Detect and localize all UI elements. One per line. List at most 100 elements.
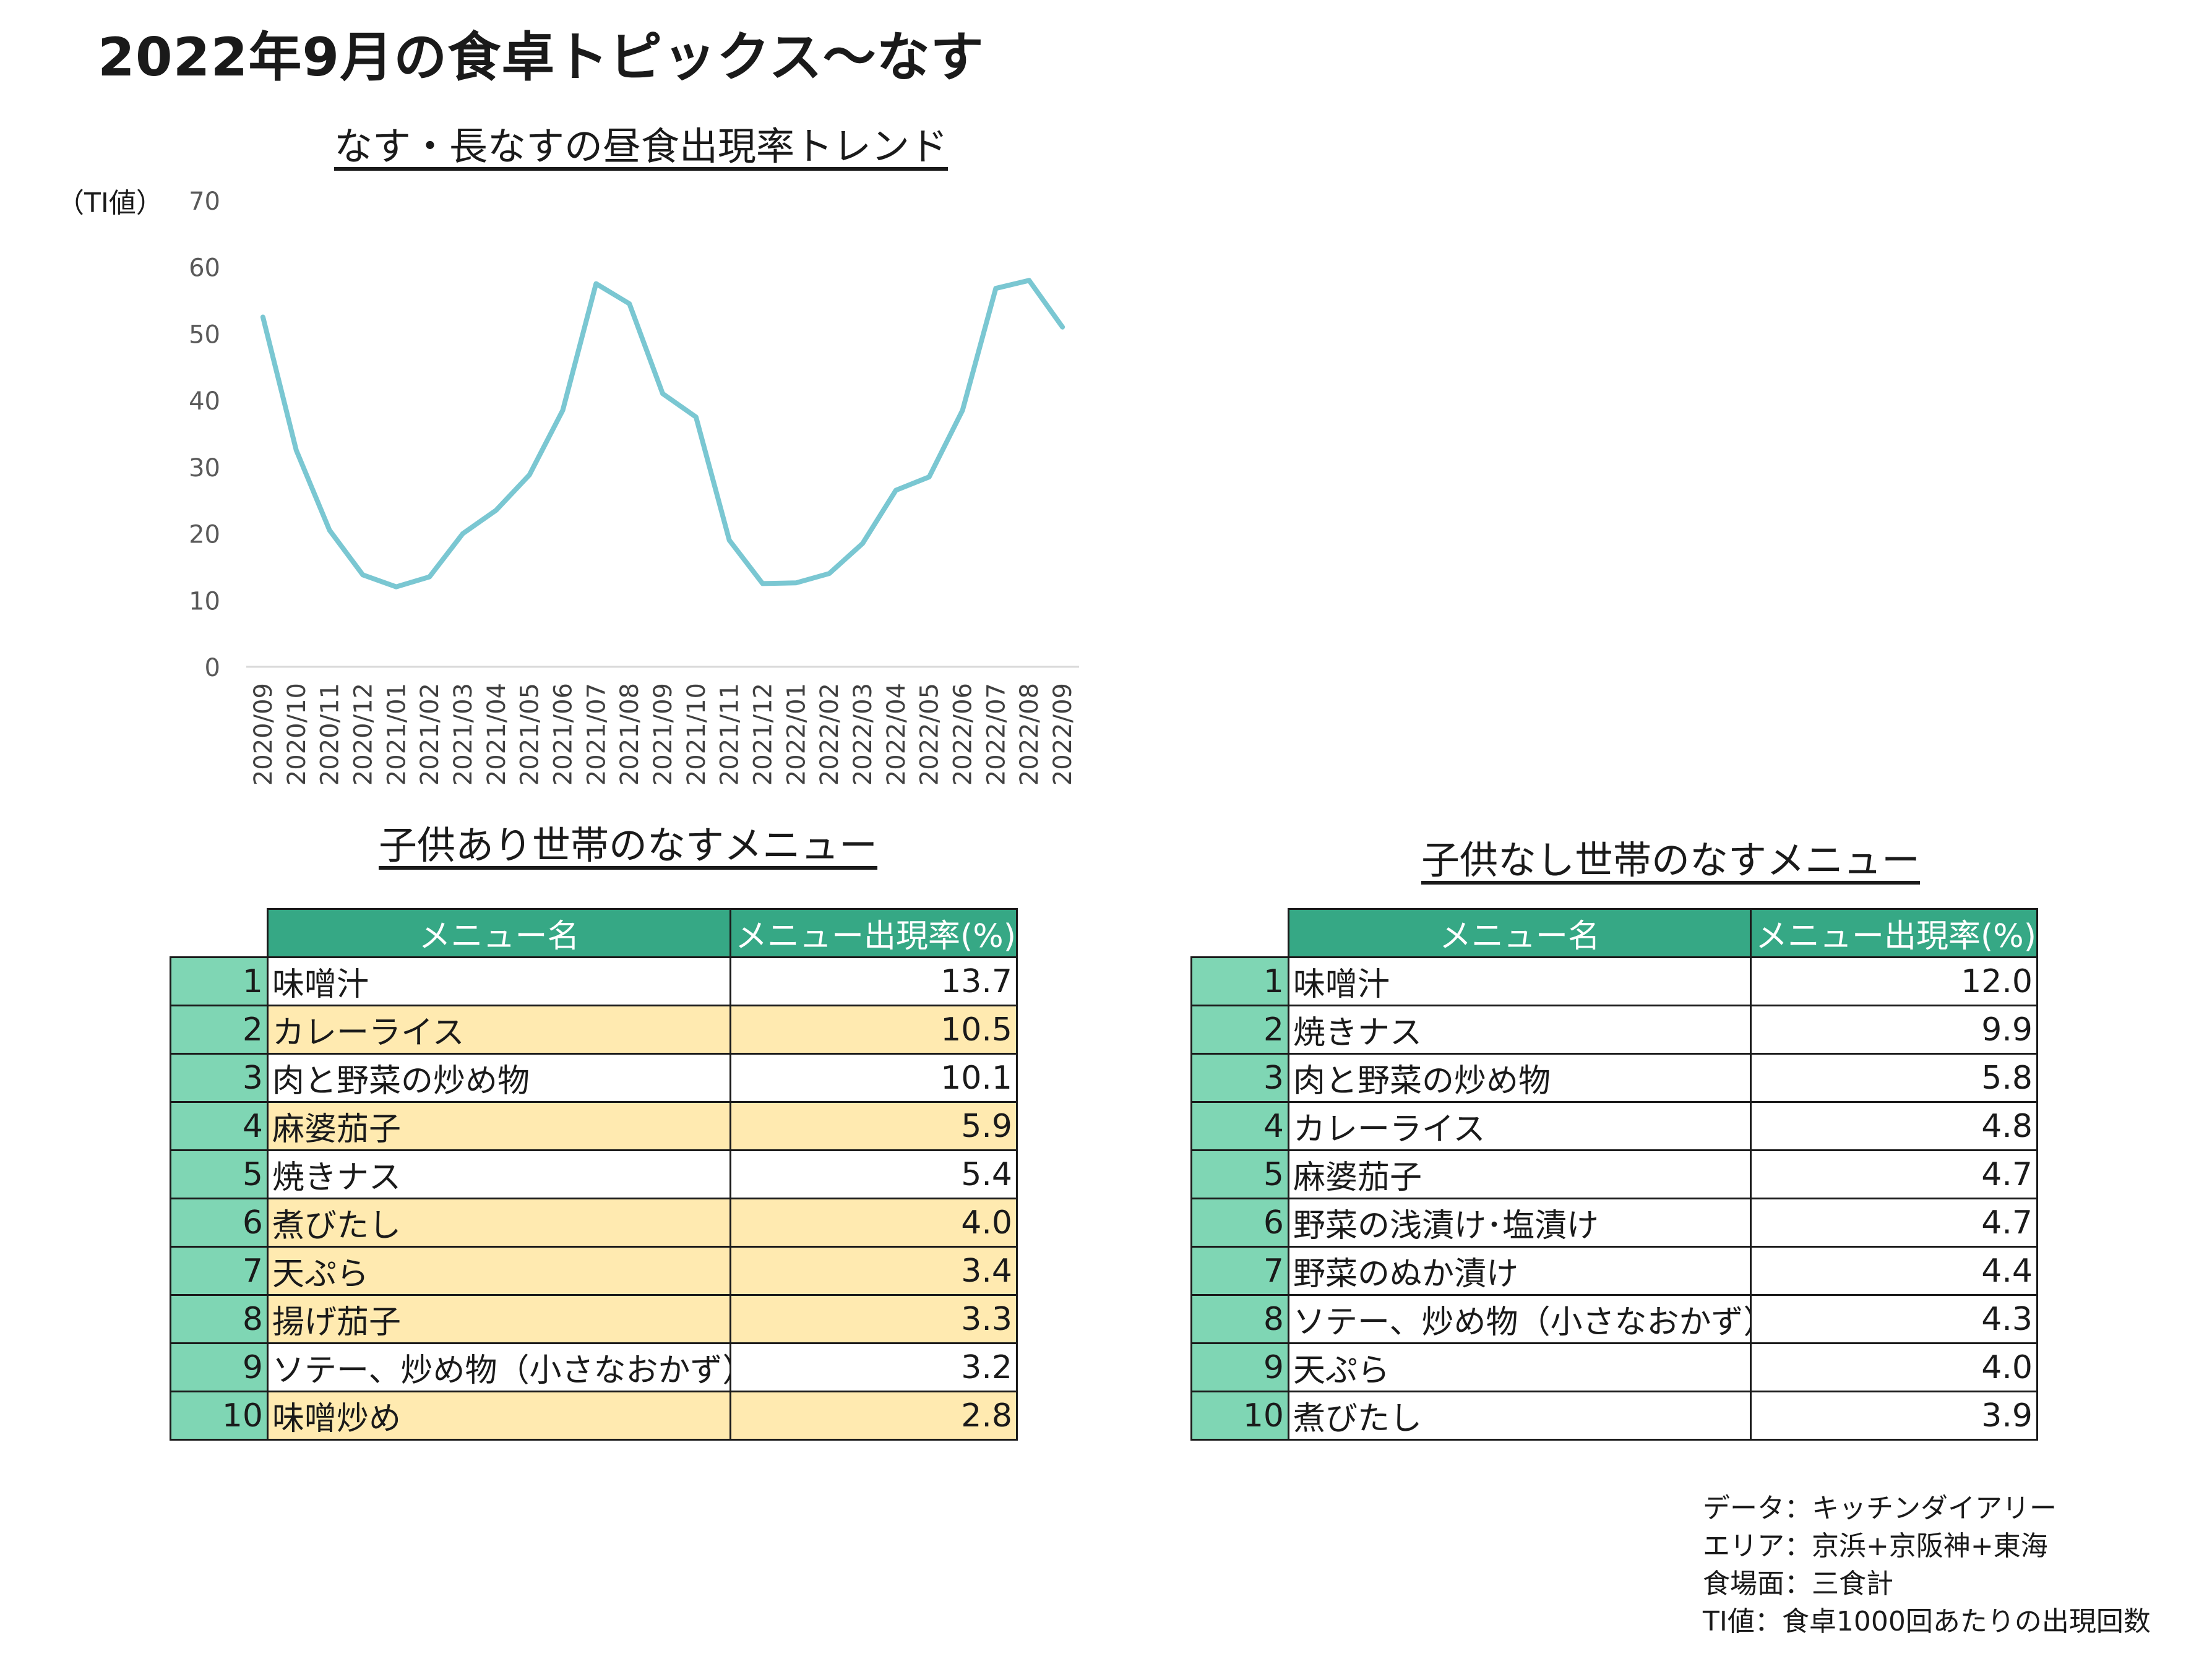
y-tick-label: 10 xyxy=(189,587,220,615)
rate-cell: 10.1 xyxy=(729,1053,1018,1103)
rank-cell: 9 xyxy=(1190,1342,1289,1392)
menu-name-cell: 揚げ茄子 xyxy=(267,1294,731,1344)
x-tick-label: 2020/12 xyxy=(349,683,377,786)
x-tick-label: 2022/04 xyxy=(882,683,911,786)
table-title-without-children: 子供なし世帯のなすメニュー xyxy=(1421,838,1921,883)
menu-name-cell: 麻婆茄子 xyxy=(267,1101,731,1151)
rate-cell: 3.4 xyxy=(729,1246,1018,1296)
column-header-rate: メニュー出現率(%) xyxy=(1750,908,2038,958)
rank-cell: 1 xyxy=(1190,956,1289,1006)
table-row: 10 煮びたし 3.9 xyxy=(1190,1391,2038,1441)
menu-name-cell: カレーライス xyxy=(1288,1101,1752,1151)
trend-line-chart: 0 10 20 30 40 50 60 70 2020/09 2020/10 2020/11 2020… xyxy=(189,187,1079,786)
y-tick-label: 50 xyxy=(189,320,220,349)
x-tick-label: 2021/07 xyxy=(582,683,611,786)
data-point xyxy=(494,508,497,512)
y-axis-unit-label: （TI値） xyxy=(57,187,163,219)
x-tick-label: 2021/12 xyxy=(749,683,778,786)
x-tick-label: 2022/07 xyxy=(982,683,1010,786)
table-row: 8 揚げ茄子 3.3 xyxy=(170,1294,1018,1344)
menu-name-cell: 野菜の浅漬け･塩漬け xyxy=(1288,1198,1752,1248)
table-row: 10 味噌炒め 2.8 xyxy=(170,1391,1018,1441)
table-row: 1 味噌汁 13.7 xyxy=(170,956,1018,1006)
header-blank-cell xyxy=(170,909,268,958)
rank-cell: 7 xyxy=(1190,1246,1289,1296)
x-tick-label: 2020/10 xyxy=(283,683,311,786)
table-title-with-children: 子供あり世帯のなすメニュー xyxy=(379,823,878,868)
rank-cell: 10 xyxy=(170,1391,269,1441)
table-row: 8 ソテー、炒め物（小さなおかず） 4.3 xyxy=(1190,1294,2038,1344)
x-tick-label: 2021/09 xyxy=(649,683,678,786)
footnote-line: データ：キッチンダイアリー xyxy=(1703,1493,2057,1524)
rank-cell: 8 xyxy=(170,1294,269,1344)
y-tick-label: 0 xyxy=(205,654,220,682)
table-header-row: メニュー名 メニュー出現率(%) xyxy=(1191,908,2038,958)
y-tick-label: 30 xyxy=(189,454,220,482)
rate-cell: 4.7 xyxy=(1750,1149,2038,1199)
table-row: 4 麻婆茄子 5.9 xyxy=(170,1101,1018,1151)
x-tick-label: 2021/04 xyxy=(483,683,511,786)
x-tick-label: 2021/06 xyxy=(549,683,577,786)
x-tick-label: 2022/02 xyxy=(816,683,844,786)
menu-name-cell: 天ぷら xyxy=(267,1246,731,1296)
x-tick-label: 2021/08 xyxy=(616,683,644,786)
rate-cell: 4.0 xyxy=(1750,1342,2038,1392)
data-point xyxy=(927,476,931,479)
x-tick-label: 2021/05 xyxy=(516,683,544,786)
menu-name-cell: カレーライス xyxy=(267,1005,731,1055)
rank-cell: 10 xyxy=(1190,1391,1289,1441)
x-tick-label: 2021/02 xyxy=(416,683,444,786)
rank-cell: 5 xyxy=(170,1149,269,1199)
footnote-line: 食場面：三食計 xyxy=(1703,1568,1893,1600)
rank-cell: 5 xyxy=(1190,1149,1289,1199)
table-row: 6 野菜の浅漬け･塩漬け 4.7 xyxy=(1190,1198,2038,1248)
page-title: 2022年9月の食卓トピックス〜なす xyxy=(98,27,984,88)
data-source-footnote: データ：キッチンダイアリー エリア：京浜+京阪神+東海 食場面：三食計 TI値：… xyxy=(1703,1490,2151,1640)
menu-table-without-children: メニュー名 メニュー出現率(%) 1 味噌汁 12.0 2 焼きナス 9.9 3 肉と野菜の炒… xyxy=(1190,908,2038,1441)
data-point xyxy=(761,582,764,585)
menu-name-cell: 野菜のぬか漬け xyxy=(1288,1246,1752,1296)
data-point xyxy=(628,302,631,305)
rate-cell: 2.8 xyxy=(729,1391,1018,1441)
column-header-menu-name: メニュー名 xyxy=(1288,908,1752,958)
rate-cell: 4.7 xyxy=(1750,1198,2038,1248)
data-point xyxy=(261,315,264,319)
rank-cell: 4 xyxy=(1190,1101,1289,1151)
table-row: 2 焼きナス 9.9 xyxy=(1190,1005,2038,1055)
menu-table-with-children: メニュー名 メニュー出現率(%) 1 味噌汁 13.7 2 カレーライス 10.5 3 肉と野… xyxy=(170,908,1018,1441)
menu-name-cell: 肉と野菜の炒め物 xyxy=(267,1053,731,1103)
x-tick-label: 2021/10 xyxy=(682,683,711,786)
rate-cell: 3.2 xyxy=(729,1342,1018,1392)
table-row: 9 天ぷら 4.0 xyxy=(1190,1342,2038,1392)
rank-cell: 2 xyxy=(170,1005,269,1055)
rate-cell: 13.7 xyxy=(729,956,1018,1006)
rate-cell: 5.9 xyxy=(729,1101,1018,1151)
table-row: 1 味噌汁 12.0 xyxy=(1190,956,2038,1006)
rate-cell: 5.8 xyxy=(1750,1053,2038,1103)
rate-cell: 5.4 xyxy=(729,1149,1018,1199)
header-blank-cell xyxy=(1191,909,1289,958)
rank-cell: 3 xyxy=(170,1053,269,1103)
data-point xyxy=(994,287,997,290)
rate-cell: 4.4 xyxy=(1750,1246,2038,1296)
rank-cell: 6 xyxy=(170,1198,269,1248)
rank-cell: 9 xyxy=(170,1342,269,1392)
menu-name-cell: 煮びたし xyxy=(267,1198,731,1248)
rate-cell: 4.8 xyxy=(1750,1101,2038,1151)
menu-name-cell: ソテー、炒め物（小さなおかず） xyxy=(1288,1294,1752,1344)
x-tick-label: 2022/03 xyxy=(849,683,877,786)
menu-name-cell: 味噌汁 xyxy=(267,956,731,1006)
table-header-row: メニュー名 メニュー出現率(%) xyxy=(170,908,1018,958)
menu-name-cell: 味噌汁 xyxy=(1288,956,1752,1006)
y-tick-label: 20 xyxy=(189,521,220,549)
table-row: 4 カレーライス 4.8 xyxy=(1190,1101,2038,1151)
data-point xyxy=(1061,325,1064,328)
rank-cell: 3 xyxy=(1190,1053,1289,1103)
x-tick-label: 2022/06 xyxy=(949,683,978,786)
column-header-menu-name: メニュー名 xyxy=(267,908,731,958)
rate-cell: 3.3 xyxy=(729,1294,1018,1344)
data-point xyxy=(961,409,964,412)
series-line xyxy=(260,278,1065,589)
rank-cell: 4 xyxy=(170,1101,269,1151)
table-row: 9 ソテー、炒め物（小さなおかず） 3.2 xyxy=(170,1342,1018,1392)
